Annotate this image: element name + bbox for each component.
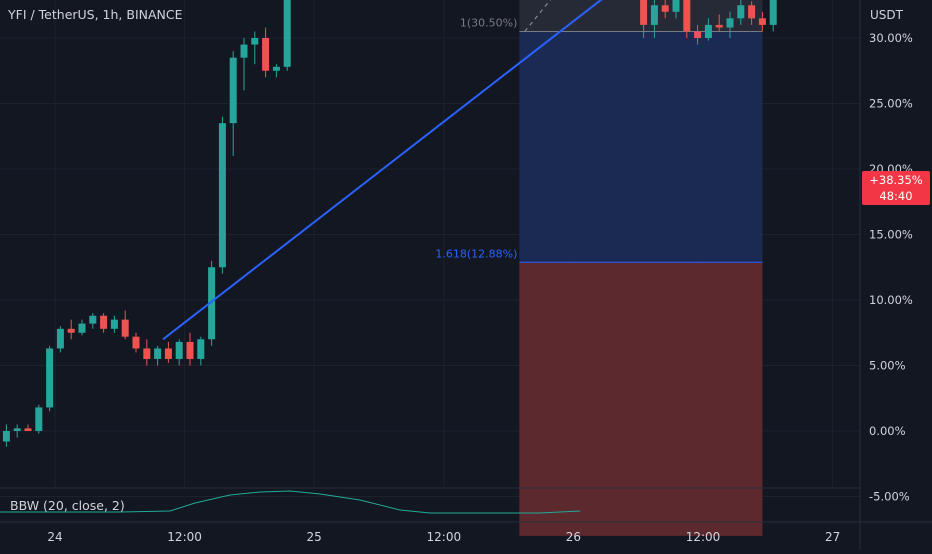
candle-body	[748, 5, 756, 19]
candle-body	[737, 5, 745, 19]
candle-body	[89, 315, 97, 324]
fib-zone	[519, 31, 763, 263]
candle-body	[218, 123, 226, 268]
triangle-trendline[interactable]	[162, 0, 746, 341]
candle-body	[240, 44, 248, 58]
candle-body	[175, 341, 183, 359]
y-tick-label: 10.00%	[869, 293, 913, 307]
candle-body	[640, 0, 648, 25]
candle-body	[272, 66, 280, 71]
candle-body	[758, 18, 766, 25]
x-tick-label: 12:00	[686, 530, 721, 544]
y-tick-label: 15.00%	[869, 228, 913, 242]
y-tick-label: 30.00%	[869, 31, 913, 45]
candle-body	[67, 328, 75, 333]
candle-body	[24, 428, 32, 431]
candle-body	[661, 5, 669, 12]
candle-body	[100, 315, 108, 329]
x-tick-label: 27	[825, 530, 840, 544]
candle-body	[186, 341, 194, 359]
candle-body	[251, 38, 259, 45]
candle-body	[164, 348, 172, 359]
candle-body	[46, 348, 54, 408]
current-price-tag: +38.35% 48:40	[862, 171, 930, 205]
candle-body	[650, 5, 658, 25]
candle-body	[672, 0, 680, 12]
candle-body	[56, 328, 64, 349]
price-change-label: +38.35%	[869, 173, 923, 187]
x-tick-label: 25	[307, 530, 322, 544]
axis-unit-label: USDT	[870, 8, 903, 22]
y-tick-label: 25.00%	[869, 97, 913, 111]
candle-body	[208, 267, 216, 340]
candle-body	[154, 348, 162, 359]
fib-level-label: 1.618(12.88%)	[435, 247, 517, 260]
candle-body	[197, 339, 205, 359]
x-tick-label: 12:00	[167, 530, 202, 544]
candle-body	[143, 348, 151, 359]
x-tick-label: 12:00	[427, 530, 462, 544]
candle-body	[769, 0, 777, 25]
candle-body	[132, 336, 140, 349]
candle-body	[110, 319, 118, 329]
candle-body	[262, 38, 270, 71]
bbw-indicator-label: BBW (20, close, 2)	[10, 498, 125, 513]
fib-zone-bottom	[519, 262, 763, 536]
x-tick-label: 26	[566, 530, 581, 544]
bar-countdown-label: 48:40	[879, 189, 913, 203]
candle-body	[283, 0, 291, 67]
bbw-line	[0, 490, 581, 514]
symbol-title: YFI / TetherUS, 1h, BINANCE	[8, 7, 183, 22]
y-tick-label: 0.00%	[869, 424, 906, 438]
candle-body	[229, 57, 237, 124]
fib-level-label: 1(30.50%)	[460, 16, 518, 29]
candle-body	[121, 319, 129, 337]
candle-body	[726, 18, 734, 28]
candle-body	[694, 31, 702, 38]
candle-body	[683, 0, 691, 32]
price-axis-bg	[860, 0, 932, 550]
candle-body	[715, 24, 723, 28]
candle-body	[2, 431, 10, 442]
x-tick-label: 24	[47, 530, 62, 544]
candle-body	[704, 24, 712, 38]
candle-body	[35, 407, 43, 431]
candle-body	[78, 323, 86, 333]
candle-body	[13, 428, 21, 431]
y-tick-label: -5.00%	[869, 490, 910, 504]
y-tick-label: 5.00%	[869, 359, 906, 373]
